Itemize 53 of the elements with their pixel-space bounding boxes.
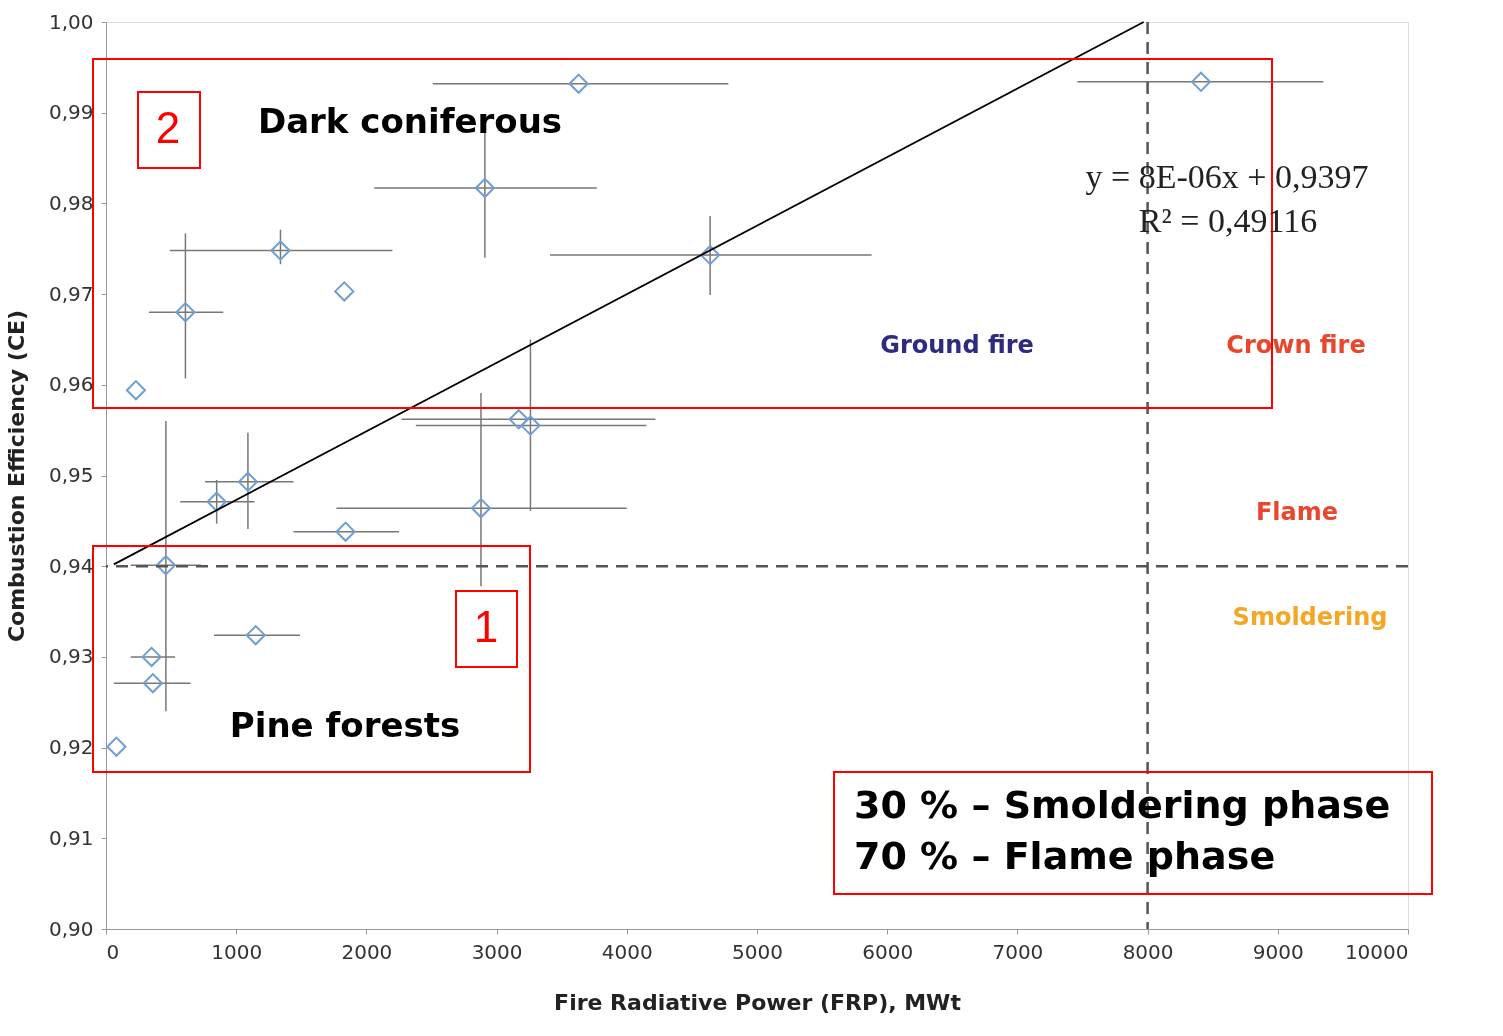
point xyxy=(470,498,492,519)
point xyxy=(568,73,589,94)
annotation: Dark coniferous xyxy=(257,101,563,141)
point xyxy=(1190,71,1212,92)
y-tick-label: 0,96 xyxy=(48,372,94,397)
x-tick-label: 0 xyxy=(106,939,120,964)
point xyxy=(125,380,147,401)
x-tick-label: 6000 xyxy=(862,939,914,964)
x-tick-label: 7000 xyxy=(992,939,1044,964)
y-tick-label: 0,93 xyxy=(48,644,94,669)
point xyxy=(141,646,162,667)
point xyxy=(106,736,127,757)
point xyxy=(520,415,541,436)
point xyxy=(155,555,176,576)
annotation: Smoldering xyxy=(1232,603,1388,631)
annotation: Pine forests xyxy=(229,705,461,745)
point xyxy=(245,625,266,646)
y-tick-label: 0,95 xyxy=(48,463,94,487)
y-tick-label: 0,94 xyxy=(48,553,94,578)
x-tick-label: 4000 xyxy=(601,939,653,964)
x-tick-label: 2000 xyxy=(341,939,393,964)
x-tick-label: 1000 xyxy=(211,939,263,964)
x-tick-label: 3000 xyxy=(471,939,523,964)
point xyxy=(175,302,196,323)
point xyxy=(206,491,227,512)
annotation: 1 xyxy=(473,602,499,651)
x-tick-label: 5000 xyxy=(732,939,783,964)
x-tick-label: 10000 xyxy=(1344,939,1409,964)
annotation: 2 xyxy=(155,103,181,152)
y-tick-label: 0,90 xyxy=(48,916,94,941)
point xyxy=(237,471,258,492)
y-tick-label: 0,99 xyxy=(48,100,94,125)
point xyxy=(474,177,495,199)
annotation: y = 8E-06x + 0,9397 xyxy=(1085,158,1369,195)
y-axis-title: Combustion Efficiency (CE) xyxy=(3,309,29,643)
annotation: 70 % – Flame phase xyxy=(854,834,1276,878)
y-tick-label: 0,92 xyxy=(48,735,94,760)
annotation: Ground fire xyxy=(880,331,1034,359)
y-tick-label: 0,97 xyxy=(48,281,94,306)
y-tick-label: 0,91 xyxy=(48,825,94,850)
point xyxy=(700,245,721,266)
y-tick-label: 1,00 xyxy=(48,9,94,34)
annotation: 30 % – Smoldering phase xyxy=(854,783,1391,827)
point xyxy=(334,281,355,302)
x-tick-label: 9000 xyxy=(1252,939,1304,964)
x-axis-title: Fire Radiative Power (FRP), MWt xyxy=(554,989,962,1015)
x-tick-label: 8000 xyxy=(1122,939,1174,964)
y-tick-label: 0,98 xyxy=(48,190,94,215)
annotation: Flame xyxy=(1255,498,1339,526)
point xyxy=(142,673,163,694)
point xyxy=(508,409,529,430)
point xyxy=(335,521,356,542)
point xyxy=(270,240,291,261)
